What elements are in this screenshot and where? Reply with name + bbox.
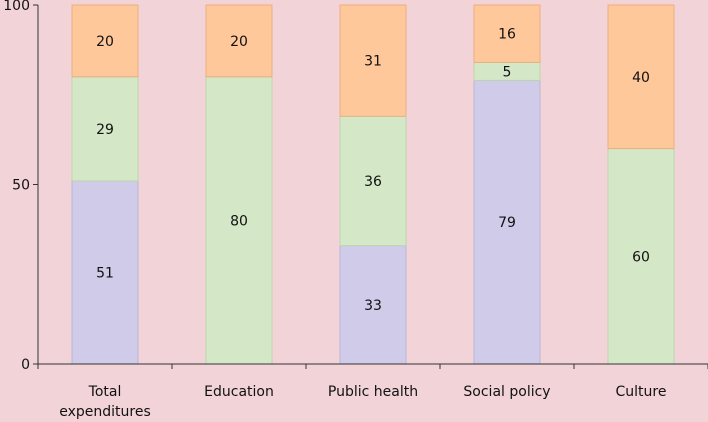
bar-segment [71,180,139,365]
labels-layer: 51 29 20 Total expenditures 80 20 Education 33 36… [3,0,666,420]
category-label-line: Social policy [463,384,550,400]
bar-segment [339,4,407,117]
bar-segment [71,76,139,182]
category-label-line: Culture [616,384,667,400]
data-label: 79 [498,215,516,231]
bar-segment [339,245,407,365]
bar-segment [473,4,541,63]
y-tick-label: 100 [3,0,30,14]
category-label-line: expenditures [59,404,151,420]
category-label-line: Public health [328,384,418,400]
data-label: 51 [96,265,114,281]
axes-layer [33,4,708,369]
category-label: Public health [328,384,418,400]
data-label: 36 [364,174,382,190]
data-label: 40 [632,70,650,86]
bar-segment [205,76,273,365]
data-label: 29 [96,122,114,138]
bars-layer [71,4,675,365]
y-tick-label: 0 [21,357,30,373]
bar-segment [71,4,139,78]
category-label-line: Total [88,384,122,400]
category-label: Total expenditures [59,384,151,420]
data-label: 80 [230,213,248,229]
category-label: Social policy [463,384,550,400]
data-label: 16 [498,27,516,43]
category-label: Education [204,384,274,400]
data-label: 33 [364,298,382,314]
data-label: 31 [364,54,382,70]
bar-segment [339,115,407,247]
data-label: 60 [632,249,650,265]
data-label: 20 [96,34,114,50]
bar-segment [607,4,675,150]
data-label: 20 [230,34,248,50]
bar-segment [205,4,273,78]
data-label: 5 [503,64,512,80]
y-tick-label: 50 [12,178,30,194]
category-label: Culture [616,384,667,400]
category-label-line: Education [204,384,274,400]
